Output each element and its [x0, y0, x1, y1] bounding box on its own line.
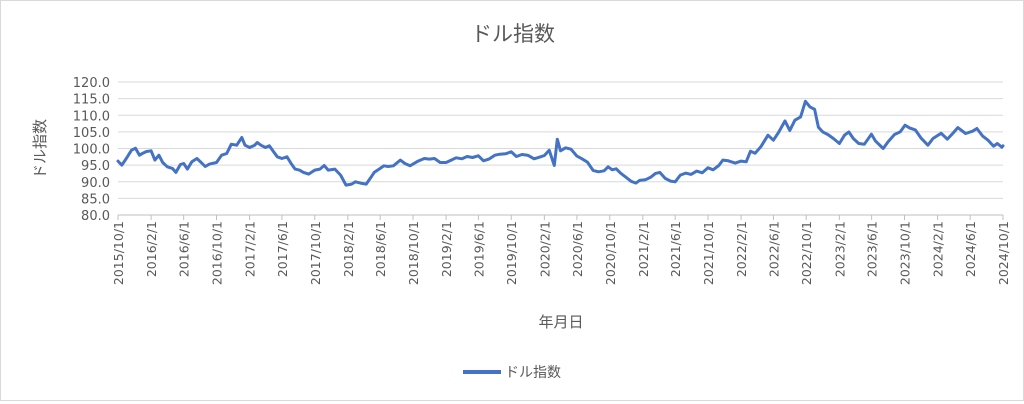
x-tick-label: 2018/2/1 [341, 221, 356, 277]
y-tick-label: 100.0 [73, 143, 110, 158]
x-tick-label: 2023/2/1 [832, 221, 847, 277]
y-tick-label: 110.0 [73, 109, 110, 124]
x-tick-label: 2016/2/1 [144, 221, 159, 277]
x-tick-label: 2024/6/1 [963, 221, 978, 277]
legend-label: ドル指数 [505, 365, 561, 381]
y-tick-label: 95.0 [81, 159, 110, 174]
x-tick-label: 2019/6/1 [471, 221, 486, 277]
x-tick-labels: 2015/10/1 2016/2/1 2016/6/1 2016/10/1 2017/2… [111, 221, 1011, 285]
x-axis-title: 年月日 [538, 313, 583, 331]
x-tick-label: 2022/6/1 [766, 221, 781, 277]
x-tick-label: 2024/10/1 [996, 221, 1011, 285]
y-tick-label: 90.0 [81, 176, 110, 191]
x-tick-label: 2017/2/1 [243, 221, 258, 277]
x-tick-label: 2021/2/1 [636, 221, 651, 277]
x-tick-label: 2021/6/1 [668, 221, 683, 277]
x-tick-label: 2018/10/1 [406, 221, 421, 285]
x-tick-label: 2017/6/1 [275, 221, 290, 277]
x-tick-label: 2023/10/1 [897, 221, 912, 285]
x-tick-label: 2015/10/1 [111, 221, 126, 285]
y-tick-label: 115.0 [73, 93, 110, 108]
x-tick-label: 2020/10/1 [603, 221, 618, 285]
x-tick-label: 2020/2/1 [537, 221, 552, 277]
x-tick-label: 2019/10/1 [504, 221, 519, 285]
x-tick-label: 2018/6/1 [373, 221, 388, 277]
x-tick-label: 2022/2/1 [734, 221, 749, 277]
y-tick-label: 85.0 [81, 192, 110, 207]
x-tick-label: 2022/10/1 [799, 221, 814, 285]
series-layer [116, 99, 1005, 187]
x-tick-label: 2021/10/1 [701, 221, 716, 285]
y-tick-label: 80.0 [81, 209, 110, 224]
x-tick-label: 2016/6/1 [177, 221, 192, 277]
x-tick-label: 2016/10/1 [210, 221, 225, 285]
y-axis-title: ドル指数 [31, 119, 49, 179]
x-tick-label: 2019/2/1 [439, 221, 454, 277]
chart-title: ドル指数 [471, 22, 555, 46]
x-tick-label: 2017/10/1 [308, 221, 323, 285]
series-line [116, 99, 1005, 187]
x-tick-label: 2023/6/1 [865, 221, 880, 277]
y-tick-label: 105.0 [73, 126, 110, 141]
y-tick-label: 120.0 [73, 76, 110, 91]
x-tick-label: 2024/2/1 [931, 221, 946, 277]
x-tick-label: 2020/6/1 [570, 221, 585, 277]
legend: ドル指数 [463, 365, 561, 381]
